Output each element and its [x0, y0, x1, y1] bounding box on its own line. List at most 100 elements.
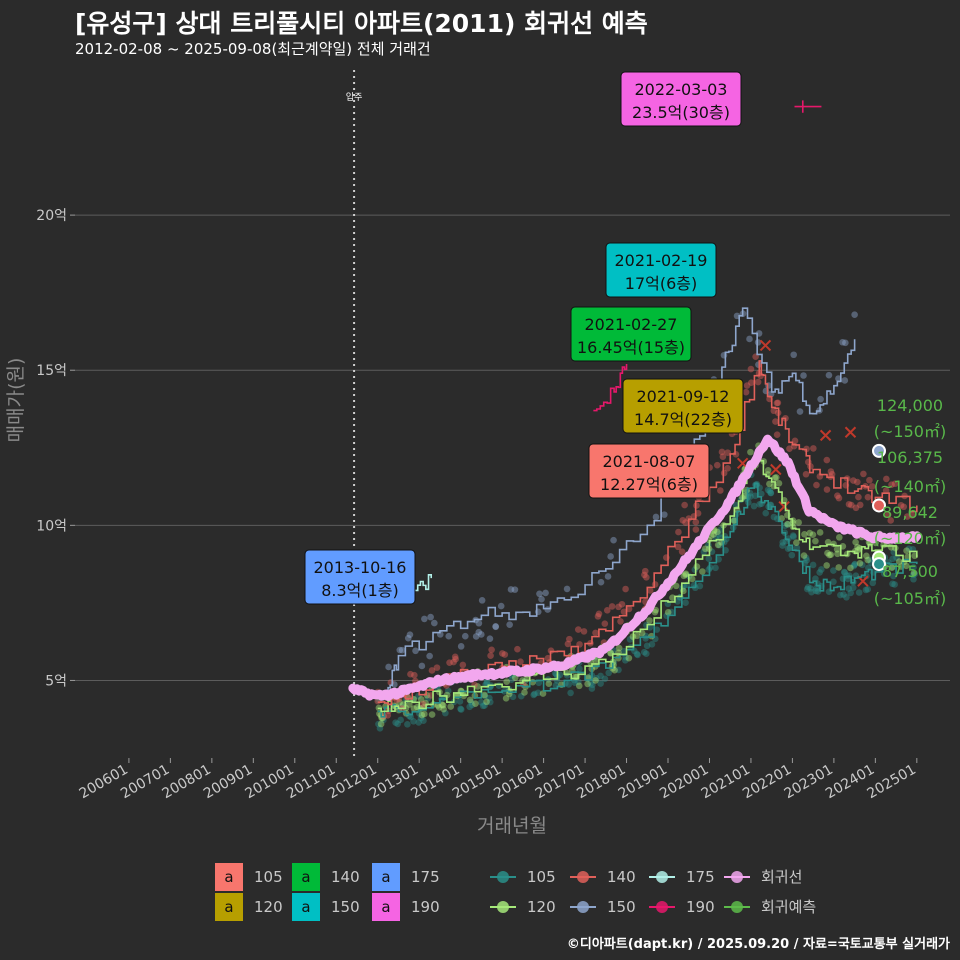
- annotation-label: 2013-10-16 8.3억(1층): [304, 549, 416, 605]
- scatter-point: [483, 698, 490, 706]
- annotation-date: 2021-09-12: [637, 387, 730, 406]
- scatter-point: [451, 653, 459, 661]
- scatter-point: [910, 564, 917, 571]
- scatter-point: [796, 408, 804, 415]
- scatter-point: [696, 582, 704, 590]
- source-caption: ©디아파트(dapt.kr) / 2025.09.20 / 자료=국토교통부 실…: [566, 937, 950, 952]
- scatter-point: [830, 578, 837, 586]
- scatter-point: [597, 672, 604, 680]
- scatter-point: [910, 575, 917, 583]
- scatter-point: [610, 661, 617, 669]
- scatter-point: [439, 702, 447, 709]
- scatter-point: [492, 623, 499, 630]
- scatter-point: [682, 571, 689, 578]
- scatter-point: [442, 709, 449, 717]
- scatter-point: [580, 628, 588, 635]
- scatter-point: [507, 586, 515, 593]
- scatter-point: [909, 571, 917, 579]
- scatter-point: [461, 632, 469, 640]
- scatter-point: [405, 701, 413, 708]
- scatter-point: [633, 650, 641, 658]
- scatter-point: [732, 501, 740, 509]
- scatter-point: [652, 513, 660, 521]
- scatter-point: [681, 501, 688, 509]
- scatter-point: [834, 492, 841, 499]
- scatter-point: [648, 640, 656, 648]
- scatter-point: [800, 372, 807, 379]
- scatter-point: [771, 474, 779, 482]
- scatter-point: [818, 566, 825, 573]
- scatter-point: [766, 487, 774, 495]
- legend-area-glyph: a: [224, 898, 233, 916]
- legend-area-glyph: a: [301, 868, 310, 886]
- scatter-point: [784, 545, 792, 552]
- scatter-point: [784, 520, 791, 528]
- scatter-point: [415, 719, 423, 726]
- scatter-point: [724, 465, 731, 472]
- legend-area-glyph: a: [381, 898, 390, 916]
- scatter-point: [506, 621, 513, 628]
- scatter-point: [478, 597, 486, 604]
- scatter-point: [809, 561, 817, 569]
- legend-area-label-140: 140: [331, 868, 360, 886]
- scatter-point: [754, 339, 762, 346]
- scatter-point: [812, 537, 819, 545]
- scatter-point: [803, 585, 811, 593]
- scatter-point: [421, 615, 428, 623]
- scatter-point: [593, 674, 600, 682]
- scatter-point: [682, 570, 690, 578]
- scatter-point: [720, 469, 728, 477]
- scatter-point: [396, 646, 404, 654]
- annotation-box: [304, 549, 416, 605]
- scatter-point: [810, 445, 817, 452]
- scatter-point: [835, 494, 843, 502]
- prediction-value: 87,500: [882, 562, 938, 581]
- legend-line-label: 175: [686, 868, 715, 886]
- scatter-point: [427, 613, 434, 621]
- scatter-point: [705, 555, 713, 562]
- scatter-point: [699, 568, 706, 575]
- legend-area-swatch-175: [372, 863, 400, 891]
- scatter-point: [710, 531, 717, 538]
- scatter-point: [833, 546, 841, 553]
- scatter-point: [856, 501, 864, 509]
- scatter-point: [653, 626, 661, 633]
- scatter-point: [860, 470, 867, 478]
- scatter-point: [563, 585, 571, 593]
- scatter-point: [587, 679, 595, 687]
- scatter-point: [631, 647, 638, 655]
- scatter-point: [545, 680, 553, 688]
- scatter-point: [487, 652, 494, 659]
- scatter-point: [517, 692, 525, 700]
- scatter-point: [747, 365, 755, 373]
- scatter-point: [531, 690, 538, 698]
- scatter-point: [839, 338, 846, 346]
- scatter-point: [827, 468, 835, 475]
- scatter-point: [852, 538, 859, 546]
- scatter-point: [568, 667, 576, 674]
- scatter-point: [615, 644, 623, 652]
- scatter-point: [775, 480, 783, 487]
- series-line-190-top: [794, 100, 822, 113]
- scatter-point: [746, 335, 753, 343]
- scatter-point: [481, 702, 488, 709]
- scatter-point: [503, 678, 510, 685]
- scatter-point: [788, 551, 796, 559]
- scatter-point: [847, 564, 854, 572]
- scatter-point: [601, 675, 609, 683]
- scatter-point: [380, 716, 387, 724]
- scatter-point: [486, 694, 493, 702]
- scatter-point: [854, 478, 861, 486]
- annotation-label: 2022-03-03 23.5억(30층): [620, 71, 742, 127]
- scatter-point: [868, 483, 876, 490]
- chart-title: [유성구] 상대 트리풀시티 아파트(2011) 회귀선 예측: [75, 9, 648, 38]
- scatter-point: [712, 564, 719, 572]
- scatter-point: [802, 470, 810, 478]
- scatter-point: [620, 608, 628, 616]
- scatter-point: [477, 631, 485, 638]
- scatter-point: [615, 603, 622, 611]
- scatter-point: [394, 720, 401, 728]
- legend-area-label-120: 120: [254, 898, 283, 916]
- scatter-point: [595, 610, 603, 618]
- scatter-point: [827, 551, 835, 558]
